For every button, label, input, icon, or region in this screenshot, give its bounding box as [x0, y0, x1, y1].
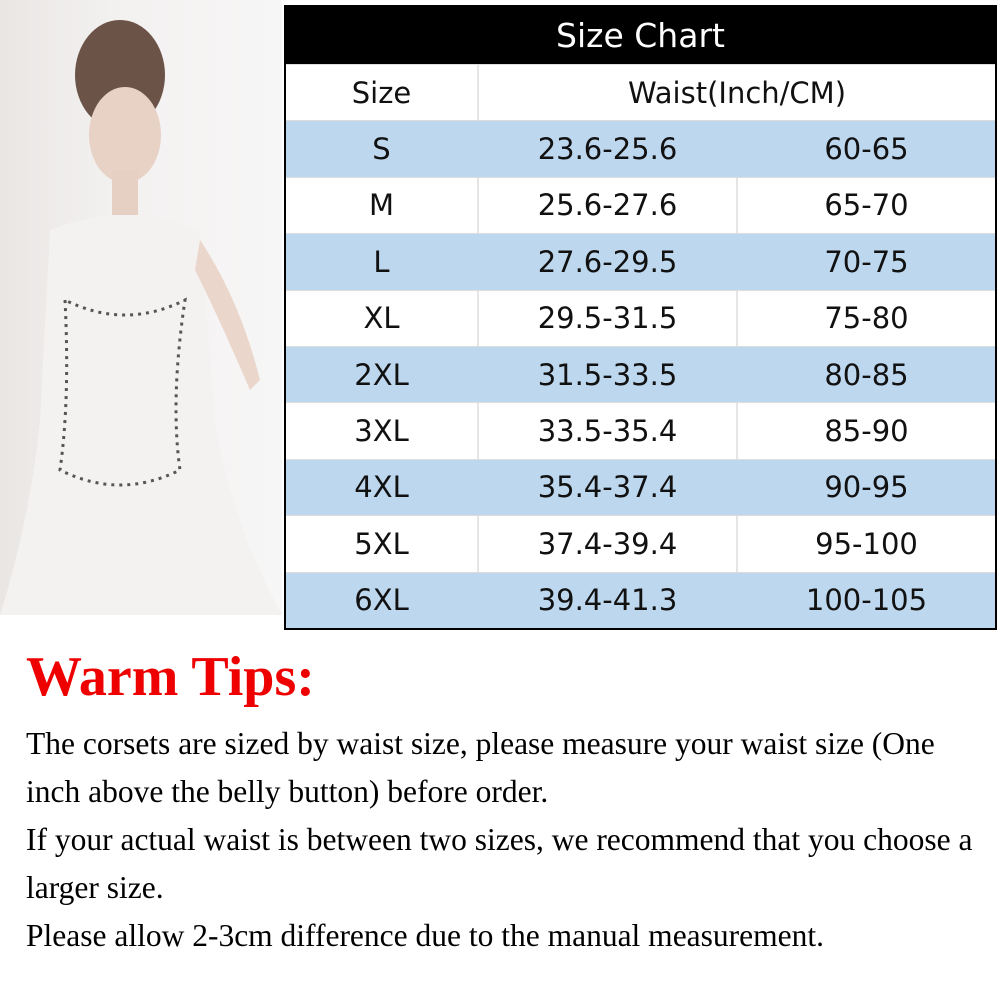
cell-inch: 23.6-25.6: [479, 121, 738, 177]
model-photo: [0, 0, 282, 615]
tip-line: If your actual waist is between two size…: [26, 822, 973, 905]
cell-inch: 25.6-27.6: [479, 177, 738, 234]
cell-inch: 37.4-39.4: [479, 516, 738, 572]
cell-size: L: [286, 234, 479, 290]
cell-cm: 75-80: [824, 301, 909, 336]
table-row: 3XL 33.5-35.4 85-90: [286, 402, 995, 459]
cell-cm: 80-85: [824, 357, 909, 392]
tip-line: The corsets are sized by waist size, ple…: [26, 726, 935, 809]
cell-size: 4XL: [286, 459, 479, 516]
table-row: XL 29.5-31.5 75-80: [286, 289, 995, 346]
cell-inch: 27.6-29.5: [479, 234, 738, 290]
header-size: Size: [286, 65, 479, 121]
cell-cm: 95-100: [815, 526, 918, 561]
table-row: 4XL 35.4-37.4 90-95: [286, 458, 995, 516]
cell-inch: 31.5-33.5: [479, 346, 738, 403]
cell-size: 5XL: [286, 516, 479, 572]
size-chart-table: Size Chart Size Waist(Inch/CM) S 23.6-25.…: [284, 5, 997, 630]
tip-line: Please allow 2-3cm difference due to the…: [26, 918, 824, 953]
cell-size: 3XL: [286, 403, 479, 459]
table-row: 2XL 31.5-33.5 80-85: [286, 345, 995, 403]
header-waist: Waist(Inch/CM): [627, 75, 847, 110]
cell-inch: 29.5-31.5: [479, 290, 738, 346]
cell-size: S: [286, 121, 479, 177]
cell-size: M: [286, 177, 479, 234]
table-title: Size Chart: [286, 7, 995, 64]
cell-cm: 60-65: [824, 132, 909, 167]
cell-cm: 100-105: [805, 583, 928, 618]
cell-inch: 35.4-37.4: [479, 459, 738, 516]
cell-cm: 70-75: [824, 244, 909, 279]
cell-inch: 33.5-35.4: [479, 403, 738, 459]
cell-cm: 65-70: [824, 188, 909, 223]
cell-size: 2XL: [286, 346, 479, 403]
table-row: 6XL 39.4-41.3 100-105: [286, 571, 995, 628]
table-header-row: Size Waist(Inch/CM): [286, 64, 995, 121]
cell-size: XL: [286, 290, 479, 346]
table-row: L 27.6-29.5 70-75: [286, 233, 995, 290]
cell-cm: 90-95: [824, 470, 909, 505]
table-row: M 25.6-27.6 65-70: [286, 176, 995, 234]
warm-tips-title: Warm Tips:: [26, 646, 315, 708]
warm-tips-text: The corsets are sized by waist size, ple…: [26, 720, 996, 960]
cell-inch: 39.4-41.3: [479, 572, 738, 628]
bride-figure-illustration: [0, 20, 282, 615]
table-row: 5XL 37.4-39.4 95-100: [286, 515, 995, 572]
table-row: S 23.6-25.6 60-65: [286, 120, 995, 177]
cell-size: 6XL: [286, 572, 479, 628]
cell-cm: 85-90: [824, 414, 909, 449]
